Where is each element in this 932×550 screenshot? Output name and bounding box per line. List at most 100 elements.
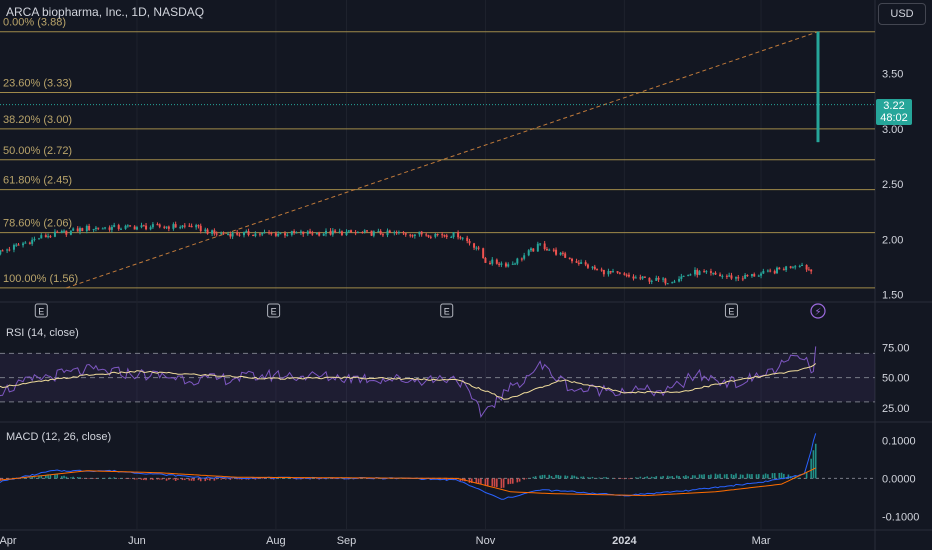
macd-hist-bar <box>439 478 441 480</box>
candle-body <box>135 227 138 230</box>
candle-body <box>1 250 4 252</box>
macd-hist-bar <box>92 478 95 479</box>
macd-hist-bar <box>701 474 703 479</box>
macd-hist-bar <box>1 478 4 480</box>
macd-hist-bar <box>735 473 737 479</box>
candle-body <box>40 235 43 239</box>
candle-body <box>395 232 398 234</box>
price-axis-tick: 2.50 <box>882 179 903 191</box>
candle-body <box>511 263 514 265</box>
candle-body <box>516 258 519 264</box>
candle-body <box>377 230 380 232</box>
macd-hist-bar <box>666 475 669 479</box>
candle-body <box>746 275 749 277</box>
fib-level-label: 0.00% (3.88) <box>3 17 66 29</box>
macd-hist-bar <box>812 450 815 479</box>
macd-hist-bar <box>660 476 662 479</box>
candle-body <box>609 271 612 273</box>
candle-body <box>28 242 31 244</box>
candle-body <box>634 277 637 279</box>
candle-body <box>284 233 286 236</box>
macd-hist-bar <box>49 474 52 479</box>
earnings-event-marker <box>440 303 454 318</box>
candle-body <box>183 225 186 227</box>
candle-body <box>591 266 594 268</box>
candle-body <box>741 278 744 280</box>
macd-hist-bar <box>559 475 562 479</box>
macd-hist-bar <box>327 478 330 479</box>
macd-hist-bar <box>79 477 81 479</box>
macd-hist-bar <box>621 478 623 479</box>
macd-hist-bar <box>716 474 719 479</box>
candle-body <box>593 266 596 270</box>
macd-hist-bar <box>124 478 127 479</box>
candle-body <box>372 231 375 236</box>
candle-body <box>340 231 343 236</box>
candle-body <box>575 261 578 263</box>
macd-hist-bar <box>320 478 323 479</box>
macd-hist-bar <box>493 478 496 487</box>
candle-body <box>778 267 781 270</box>
currency-button[interactable]: USD <box>878 3 926 25</box>
candle-body <box>388 230 391 233</box>
candle-body <box>769 270 772 272</box>
macd-hist-bar <box>127 478 129 479</box>
candle-body <box>236 232 239 235</box>
candle-body <box>744 275 747 279</box>
macd-hist-bar <box>755 474 758 479</box>
macd-hist-bar <box>486 478 489 486</box>
candle-body <box>85 225 88 232</box>
candle-body <box>466 237 469 242</box>
candle-body <box>117 225 120 229</box>
candle-body <box>149 227 152 230</box>
macd-hist-bar <box>229 478 232 480</box>
candle-body <box>568 257 571 259</box>
candle-body <box>386 230 389 236</box>
macd-hist-bar <box>634 477 637 479</box>
candle-body <box>350 230 353 233</box>
macd-hist-bar <box>204 478 207 482</box>
candle-body <box>671 282 674 284</box>
candle-body <box>436 234 439 236</box>
macd-hist-bar <box>231 478 234 479</box>
price-axis-tick: 2.00 <box>882 234 903 246</box>
candle-body <box>69 230 72 235</box>
candle-body <box>639 277 642 279</box>
news-event-icon: ⚡ <box>814 307 821 318</box>
candle-body <box>737 277 740 279</box>
macd-hist-bar <box>566 475 569 479</box>
macd-hist-bar <box>798 477 801 479</box>
macd-hist-bar <box>739 474 742 479</box>
macd-hist-bar <box>455 478 457 480</box>
macd-hist-bar <box>220 478 223 480</box>
macd-hist-bar <box>516 478 519 483</box>
macd-hist-bar <box>557 475 560 479</box>
last-price-value: 3.22 <box>883 100 905 112</box>
candle-body <box>65 230 68 235</box>
rsi-band-fill <box>0 353 875 402</box>
macd-hist-bar <box>311 478 314 479</box>
macd-hist-bar <box>742 474 744 479</box>
candle-body <box>482 248 485 258</box>
candle-body <box>104 227 107 229</box>
candle-body <box>409 234 412 236</box>
macd-hist-bar <box>149 478 152 480</box>
candle-body <box>504 263 507 267</box>
macd-hist-bar <box>771 473 774 479</box>
candle-body <box>222 233 225 235</box>
earnings-event-label: E <box>271 307 277 317</box>
candle-body <box>650 280 653 282</box>
earnings-event-label: E <box>38 307 44 317</box>
candle-body <box>721 275 724 277</box>
time-axis-tick: Apr <box>0 535 17 547</box>
candle-body <box>12 245 15 250</box>
candle-body <box>584 262 587 265</box>
candle-body <box>559 252 562 255</box>
candle-body <box>680 276 683 279</box>
candle-body <box>245 231 248 233</box>
candle-body <box>279 233 282 235</box>
macd-hist-bar <box>31 476 33 479</box>
candle-body <box>158 224 161 227</box>
candle-body <box>805 264 808 270</box>
